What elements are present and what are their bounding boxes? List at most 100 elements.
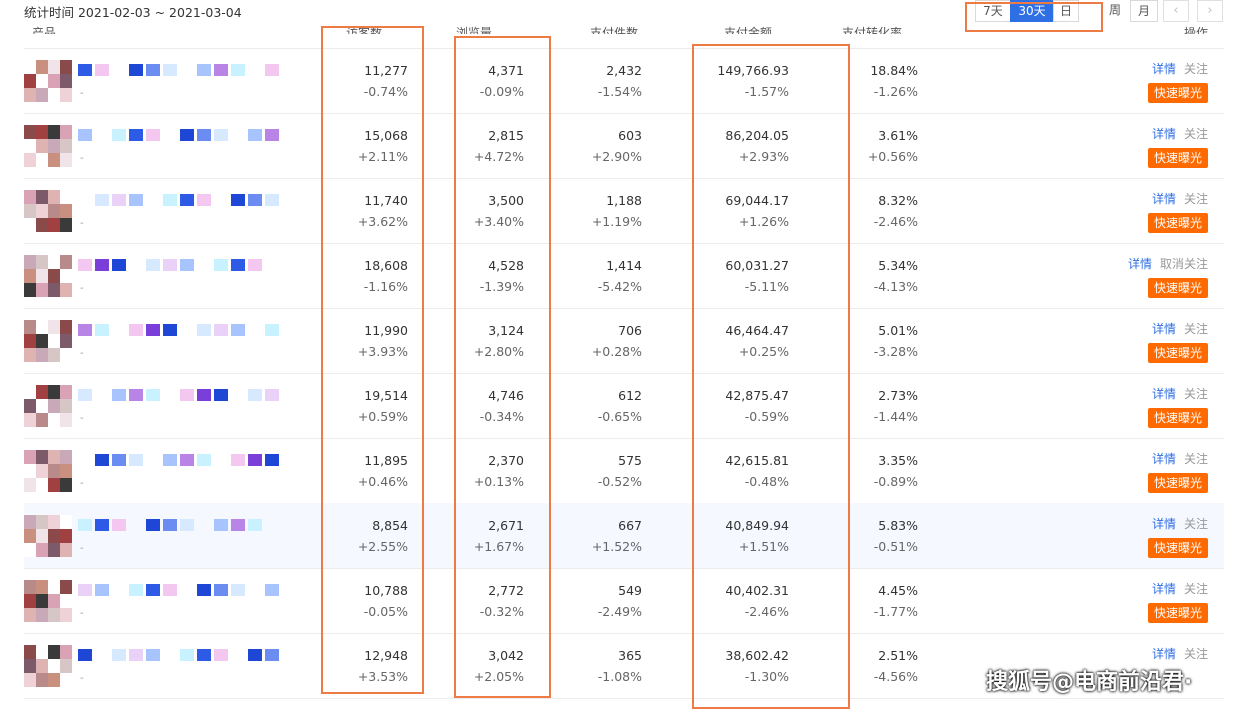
orders-cell: 706 +0.28% — [592, 320, 642, 362]
follow-link[interactable]: 关注 — [1183, 517, 1208, 531]
conversion-cell-value: 2.51% — [878, 648, 918, 663]
visitors-cell-value: 15,068 — [364, 128, 408, 143]
quick-exposure-button[interactable]: 快速曝光 — [1148, 278, 1208, 298]
range-week-button[interactable]: 周 — [1108, 3, 1121, 17]
quick-exposure-button[interactable]: 快速曝光 — [1148, 148, 1208, 168]
col-visitors[interactable]: 访客数 — [346, 26, 383, 34]
visitors-cell-value: 11,895 — [364, 453, 408, 468]
follow-link[interactable]: 关注 — [1183, 387, 1208, 401]
amount-cell-delta: +0.25% — [738, 344, 789, 359]
orders-cell-delta: +1.52% — [591, 539, 642, 554]
col-pageviews[interactable]: 浏览量 — [456, 26, 493, 34]
range-month-button[interactable]: 月 — [1130, 0, 1158, 22]
follow-link[interactable]: 关注 — [1183, 582, 1208, 596]
pageviews-cell-delta: +2.80% — [473, 344, 524, 359]
visitors-cell-delta: +3.53% — [357, 669, 408, 684]
product-name-pixelated[interactable] — [78, 324, 288, 338]
detail-link[interactable]: 详情 — [1151, 192, 1176, 206]
range-day-button[interactable]: 日 — [1053, 0, 1079, 22]
visitors-cell: 8,854 +2.55% — [358, 515, 408, 557]
product-thumbnail[interactable] — [24, 60, 72, 102]
col-amount[interactable]: 支付金额 — [724, 26, 773, 34]
visitors-cell: 11,990 +3.93% — [358, 320, 408, 362]
follow-link[interactable]: 关注 — [1183, 647, 1208, 661]
pageviews-cell: 2,671 +1.67% — [474, 515, 524, 557]
pageviews-cell-delta: +0.13% — [473, 474, 524, 489]
top-bar: 统计时间 2021-02-03 ~ 2021-03-04 7天 30天 日 周 … — [0, 0, 1255, 34]
product-name-pixelated[interactable] — [78, 389, 288, 403]
pageviews-cell-value: 2,772 — [488, 583, 524, 598]
col-conversion[interactable]: 支付转化率 — [842, 26, 903, 34]
amount-cell: 60,031.27 -5.11% — [725, 255, 789, 297]
detail-link[interactable]: 详情 — [1151, 647, 1176, 661]
product-thumbnail[interactable] — [24, 645, 72, 687]
product-thumbnail[interactable] — [24, 515, 72, 557]
quick-exposure-button[interactable]: 快速曝光 — [1148, 343, 1208, 363]
detail-link[interactable]: 详情 — [1127, 257, 1152, 271]
conversion-cell-value: 18.84% — [870, 63, 918, 78]
visitors-cell-value: 11,740 — [364, 193, 408, 208]
detail-link[interactable]: 详情 — [1151, 387, 1176, 401]
quick-exposure-button[interactable]: 快速曝光 — [1148, 538, 1208, 558]
follow-link[interactable]: 关注 — [1183, 322, 1208, 336]
quick-exposure-button[interactable]: 快速曝光 — [1148, 408, 1208, 428]
amount-cell-delta: -0.59% — [744, 409, 789, 424]
product-subtitle: - — [80, 88, 84, 99]
product-subtitle: - — [80, 413, 84, 424]
col-orders[interactable]: 支付件数 — [590, 26, 639, 34]
conversion-cell-value: 5.83% — [878, 518, 918, 533]
product-thumbnail[interactable] — [24, 580, 72, 622]
product-name-pixelated[interactable] — [78, 649, 288, 663]
follow-link[interactable]: 关注 — [1183, 452, 1208, 466]
quick-exposure-button[interactable]: 快速曝光 — [1148, 473, 1208, 493]
pageviews-cell: 3,124 +2.80% — [474, 320, 524, 362]
pageviews-cell: 4,528 -1.39% — [480, 255, 524, 297]
product-name-pixelated[interactable] — [78, 584, 288, 598]
product-name-pixelated[interactable] — [78, 259, 288, 273]
product-thumbnail[interactable] — [24, 320, 72, 362]
range-30d-button[interactable]: 30天 — [1010, 0, 1054, 22]
follow-link[interactable]: 关注 — [1183, 192, 1208, 206]
conversion-cell-delta: -0.89% — [873, 474, 918, 489]
product-name-pixelated[interactable] — [78, 519, 288, 533]
product-thumbnail[interactable] — [24, 125, 72, 167]
col-product: 产品 — [32, 26, 57, 34]
product-thumbnail[interactable] — [24, 450, 72, 492]
product-name-pixelated[interactable] — [78, 64, 288, 78]
product-thumbnail[interactable] — [24, 385, 72, 427]
product-name-pixelated[interactable] — [78, 194, 288, 208]
conversion-cell-delta: -4.13% — [873, 279, 918, 294]
product-thumbnail[interactable] — [24, 255, 72, 297]
product-name-pixelated[interactable] — [78, 454, 288, 468]
visitors-cell-delta: +0.46% — [357, 474, 408, 489]
detail-link[interactable]: 详情 — [1151, 322, 1176, 336]
follow-link[interactable]: 关注 — [1183, 62, 1208, 76]
table-row: - 19,514 +0.59% 4,746 -0.34% 612 -0.65% 42,875.… — [24, 373, 1224, 439]
pageviews-cell: 2,815 +4.72% — [474, 125, 524, 167]
amount-cell: 149,766.93 -1.57% — [717, 60, 789, 102]
range-7d-button[interactable]: 7天 — [975, 0, 1011, 22]
orders-cell-value: 667 — [618, 518, 642, 533]
follow-link[interactable]: 关注 — [1183, 127, 1208, 141]
amount-cell-delta: +2.93% — [738, 149, 789, 164]
detail-link[interactable]: 详情 — [1151, 517, 1176, 531]
visitors-cell-value: 18,608 — [364, 258, 408, 273]
pageviews-cell: 2,772 -0.32% — [480, 580, 524, 622]
visitors-cell: 11,277 -0.74% — [364, 60, 408, 102]
detail-link[interactable]: 详情 — [1151, 452, 1176, 466]
pageviews-cell-value: 2,370 — [488, 453, 524, 468]
quick-exposure-button[interactable]: 快速曝光 — [1148, 213, 1208, 233]
product-name-pixelated[interactable] — [78, 129, 288, 143]
next-page-icon[interactable]: › — [1197, 0, 1223, 22]
unfollow-link[interactable]: 取消关注 — [1159, 257, 1208, 271]
detail-link[interactable]: 详情 — [1151, 582, 1176, 596]
product-thumbnail[interactable] — [24, 190, 72, 232]
pageviews-cell-delta: +4.72% — [473, 149, 524, 164]
amount-cell-delta: -2.46% — [744, 604, 789, 619]
detail-link[interactable]: 详情 — [1151, 62, 1176, 76]
prev-page-icon[interactable]: ‹ — [1163, 0, 1189, 22]
detail-link[interactable]: 详情 — [1151, 127, 1176, 141]
quick-exposure-button[interactable]: 快速曝光 — [1148, 603, 1208, 623]
amount-cell-delta: -1.30% — [744, 669, 789, 684]
quick-exposure-button[interactable]: 快速曝光 — [1148, 83, 1208, 103]
